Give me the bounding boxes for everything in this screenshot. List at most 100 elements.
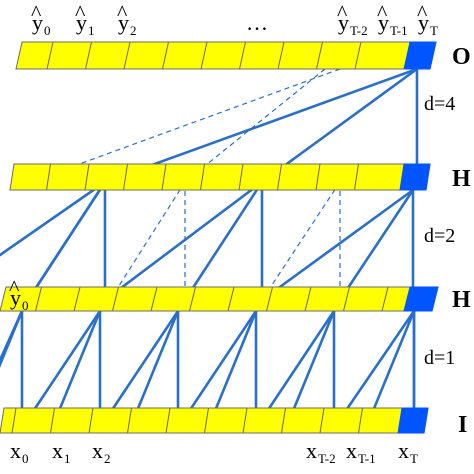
cell-divider bbox=[277, 41, 285, 70]
cell-divider bbox=[200, 163, 205, 191]
label-hat: ^ bbox=[9, 275, 20, 300]
connection-lines bbox=[0, 67, 419, 430]
connection-line bbox=[183, 180, 264, 302]
label-subscript: 0 bbox=[22, 451, 29, 466]
dashed-connection bbox=[261, 181, 341, 301]
final-cell bbox=[397, 407, 429, 434]
cell-divider bbox=[319, 407, 325, 434]
dashed-connection bbox=[184, 68, 326, 183]
cell-divider bbox=[35, 286, 42, 312]
label-subscript: 2 bbox=[104, 451, 111, 466]
cell-divider bbox=[304, 286, 312, 312]
label-subscript: 1 bbox=[88, 23, 95, 38]
label-hat: ^ bbox=[417, 0, 428, 25]
label-y-T-1: y bbox=[378, 10, 389, 35]
cell-divider bbox=[85, 41, 92, 70]
label-x-0: x bbox=[10, 438, 21, 463]
cell-divider bbox=[127, 407, 132, 434]
label-y-0: y bbox=[10, 285, 21, 310]
label-subscript: T bbox=[410, 451, 418, 466]
cell-divider bbox=[161, 163, 167, 191]
cell-divider bbox=[354, 41, 362, 70]
label-hat: ^ bbox=[75, 0, 86, 25]
cell-divider bbox=[11, 407, 17, 434]
cell-divider bbox=[277, 163, 282, 191]
dashed-connection bbox=[109, 181, 186, 301]
label-x-T-2: x bbox=[306, 438, 317, 463]
label-subscript: T bbox=[430, 23, 438, 38]
dilation-label-4: d=4 bbox=[424, 93, 455, 115]
connection-line bbox=[338, 188, 415, 302]
dilation-label-1: d=1 bbox=[424, 347, 455, 369]
label-x-T-1: x bbox=[346, 438, 357, 463]
dashed-connection bbox=[29, 68, 341, 183]
label-hat: ^ bbox=[31, 0, 42, 25]
layer-hidden-1 bbox=[0, 286, 439, 312]
label-subscript: 0 bbox=[44, 23, 51, 38]
connection-line bbox=[26, 180, 107, 302]
final-cell bbox=[403, 286, 439, 312]
layer-label-input: I bbox=[458, 412, 467, 438]
cell-divider bbox=[354, 163, 359, 191]
label-hat: ^ bbox=[337, 0, 348, 25]
cell-divider bbox=[73, 286, 81, 312]
layer-bar bbox=[0, 407, 429, 434]
layer-bar bbox=[15, 41, 437, 70]
cell-divider bbox=[123, 163, 128, 191]
label-y-T-2: y bbox=[338, 10, 349, 35]
label-x-T: x bbox=[398, 438, 409, 463]
cell-divider bbox=[88, 407, 94, 434]
cell-divider bbox=[165, 407, 171, 434]
layer-bar bbox=[0, 286, 439, 312]
cell-divider bbox=[150, 286, 158, 312]
cell-divider bbox=[343, 286, 350, 312]
label-y-1: y bbox=[76, 10, 87, 35]
cell-divider bbox=[112, 286, 119, 312]
connection-line bbox=[103, 67, 419, 184]
cell-divider bbox=[189, 286, 196, 312]
layer-label-hidden-2: H bbox=[452, 166, 471, 192]
cell-divider bbox=[238, 163, 244, 191]
label-subscript: T-1 bbox=[390, 23, 408, 38]
cell-divider bbox=[281, 407, 286, 434]
layer-label-hidden-1: H bbox=[452, 287, 471, 313]
connection-line bbox=[0, 180, 107, 257]
cell-divider bbox=[50, 407, 55, 434]
input-labels: x 0 x 1 x 2 x T-2 x T-1 x T bbox=[10, 438, 418, 466]
layer-bars bbox=[0, 41, 439, 434]
cell-divider bbox=[84, 163, 90, 191]
final-cell bbox=[403, 41, 437, 70]
label-subscript: 2 bbox=[130, 23, 137, 38]
label-subscript: T-1 bbox=[358, 451, 376, 466]
cell-divider bbox=[46, 163, 51, 191]
connection-line bbox=[260, 188, 415, 302]
label-x-1: x bbox=[52, 438, 63, 463]
final-cell bbox=[399, 163, 431, 191]
layer-output bbox=[15, 41, 437, 70]
dilation-label-2: d=2 bbox=[424, 225, 455, 247]
label-ellipsis: … bbox=[246, 10, 268, 35]
cell-divider bbox=[358, 407, 363, 434]
output-labels: y 0^ y 1^ y 2^… y T-2^ y T-1^ y T^ bbox=[31, 0, 438, 38]
label-subscript: T-2 bbox=[318, 451, 336, 466]
hidden-1-label: y 0^ bbox=[9, 275, 29, 313]
layer-hidden-2 bbox=[9, 163, 431, 191]
cell-divider bbox=[162, 41, 169, 70]
cell-divider bbox=[46, 41, 54, 70]
cell-divider bbox=[204, 407, 209, 434]
label-subscript: 0 bbox=[22, 298, 29, 313]
label-subscript: 1 bbox=[64, 451, 71, 466]
cell-divider bbox=[227, 286, 235, 312]
label-y-0: y bbox=[32, 10, 43, 35]
cell-divider bbox=[315, 163, 321, 191]
cell-divider bbox=[123, 41, 131, 70]
cell-divider bbox=[200, 41, 208, 70]
label-hat: ^ bbox=[377, 0, 388, 25]
label-subscript: T-2 bbox=[350, 23, 368, 38]
connection-line bbox=[0, 309, 24, 369]
layer-label-output: O bbox=[452, 44, 471, 70]
label-y-2: y bbox=[118, 10, 129, 35]
layer-input bbox=[0, 407, 429, 434]
label-y-T: y bbox=[418, 10, 429, 35]
